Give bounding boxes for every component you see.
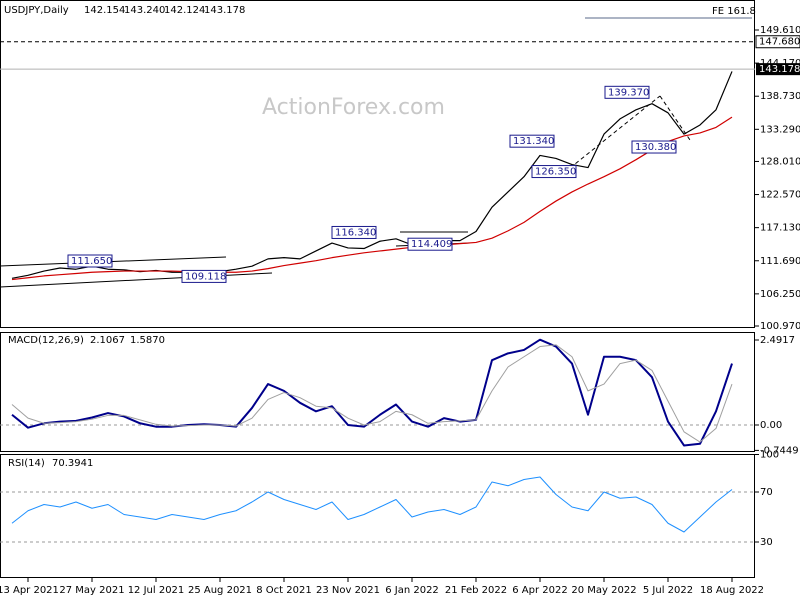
- macd-panel: [0, 332, 755, 452]
- y-tick-label: 122.570: [760, 190, 800, 201]
- y-tick-label: 117.130: [760, 223, 800, 234]
- annotation-label: 130.380: [635, 142, 676, 153]
- ohlc-value: 143.240: [124, 5, 165, 16]
- y-tick-label: 128.010: [760, 156, 800, 167]
- indicator-value: 70.3941: [52, 458, 93, 469]
- x-tick-label: 6 Apr 2022: [512, 585, 567, 596]
- x-tick-label: 18 Aug 2022: [700, 585, 764, 596]
- series-line: [11, 116, 733, 281]
- annotation-box: [407, 237, 453, 251]
- level-label: 147.680: [759, 37, 800, 48]
- x-tick-label: 23 Nov 2021: [316, 585, 380, 596]
- y-tick-label: 138.730: [760, 91, 800, 102]
- annotation-box: [531, 165, 577, 179]
- x-tick-label: 27 May 2021: [59, 585, 124, 596]
- series-line: [11, 344, 733, 443]
- indicator-value: 1.5870: [130, 335, 165, 346]
- y-tick-label: 106.250: [760, 289, 800, 300]
- symbol-label: USDJPY,Daily: [4, 5, 69, 16]
- x-tick-label: 25 Aug 2021: [188, 585, 252, 596]
- y-tick-label: 100.970: [760, 321, 800, 332]
- y-tick-label: 111.690: [760, 256, 800, 267]
- annotation-label: 114.409: [411, 239, 452, 250]
- annotation-label: 109.118: [185, 271, 226, 282]
- annotation-box: [331, 225, 377, 239]
- fe-label: FE 161.8: [712, 6, 756, 17]
- last-price-box: [756, 63, 800, 76]
- rsi-panel: [0, 454, 755, 578]
- annotation-box: [631, 140, 677, 154]
- macd-title: MACD(12,26,9): [8, 335, 84, 346]
- annotation-box: [67, 254, 113, 268]
- annotation-label: 116.340: [335, 227, 376, 238]
- indicator-value: 2.1067: [90, 335, 125, 346]
- ohlc-value: 143.178: [204, 5, 245, 16]
- ohlc-value: 142.154: [84, 5, 125, 16]
- last-price-label: 143.178: [759, 64, 800, 75]
- annotation-label: 126.350: [535, 167, 576, 178]
- x-tick-label: 13 Apr 2021: [0, 585, 59, 596]
- annotation-label: 131.340: [513, 136, 554, 147]
- level-box: [755, 35, 800, 49]
- annotation-label: 111.650: [71, 256, 112, 267]
- trend-line: [569, 95, 661, 169]
- y-tick-label: 70: [760, 487, 773, 498]
- annotation-box: [509, 134, 555, 148]
- series-line: [11, 338, 733, 447]
- watermark: ActionForex.com: [262, 95, 445, 120]
- y-tick-label: 149.610: [760, 25, 800, 36]
- y-tick-label: -0.7449: [760, 445, 799, 456]
- annotation-box: [604, 85, 650, 99]
- ohlc-value: 142.124: [164, 5, 205, 16]
- x-tick-label: 8 Oct 2021: [256, 585, 311, 596]
- y-tick-label: 0.00: [760, 420, 782, 431]
- annotation-box: [181, 269, 227, 283]
- series-line: [11, 476, 733, 533]
- annotation-label: 139.370: [608, 87, 649, 98]
- channel-line: [0, 272, 273, 288]
- x-tick-label: 20 May 2022: [571, 585, 636, 596]
- y-tick-label: 2.4917: [760, 335, 795, 346]
- price-panel: [0, 0, 755, 328]
- x-tick-label: 12 Jul 2021: [128, 585, 185, 596]
- channel-line: [0, 256, 227, 267]
- x-tick-label: 5 Jul 2022: [643, 585, 693, 596]
- rsi-title: RSI(14): [8, 458, 45, 469]
- trend-line: [659, 95, 691, 141]
- y-tick-label: 30: [760, 537, 773, 548]
- x-tick-label: 21 Feb 2022: [445, 585, 507, 596]
- y-tick-label: 133.290: [760, 124, 800, 135]
- x-tick-label: 6 Jan 2022: [385, 585, 439, 596]
- y-tick-label: 100: [760, 450, 779, 461]
